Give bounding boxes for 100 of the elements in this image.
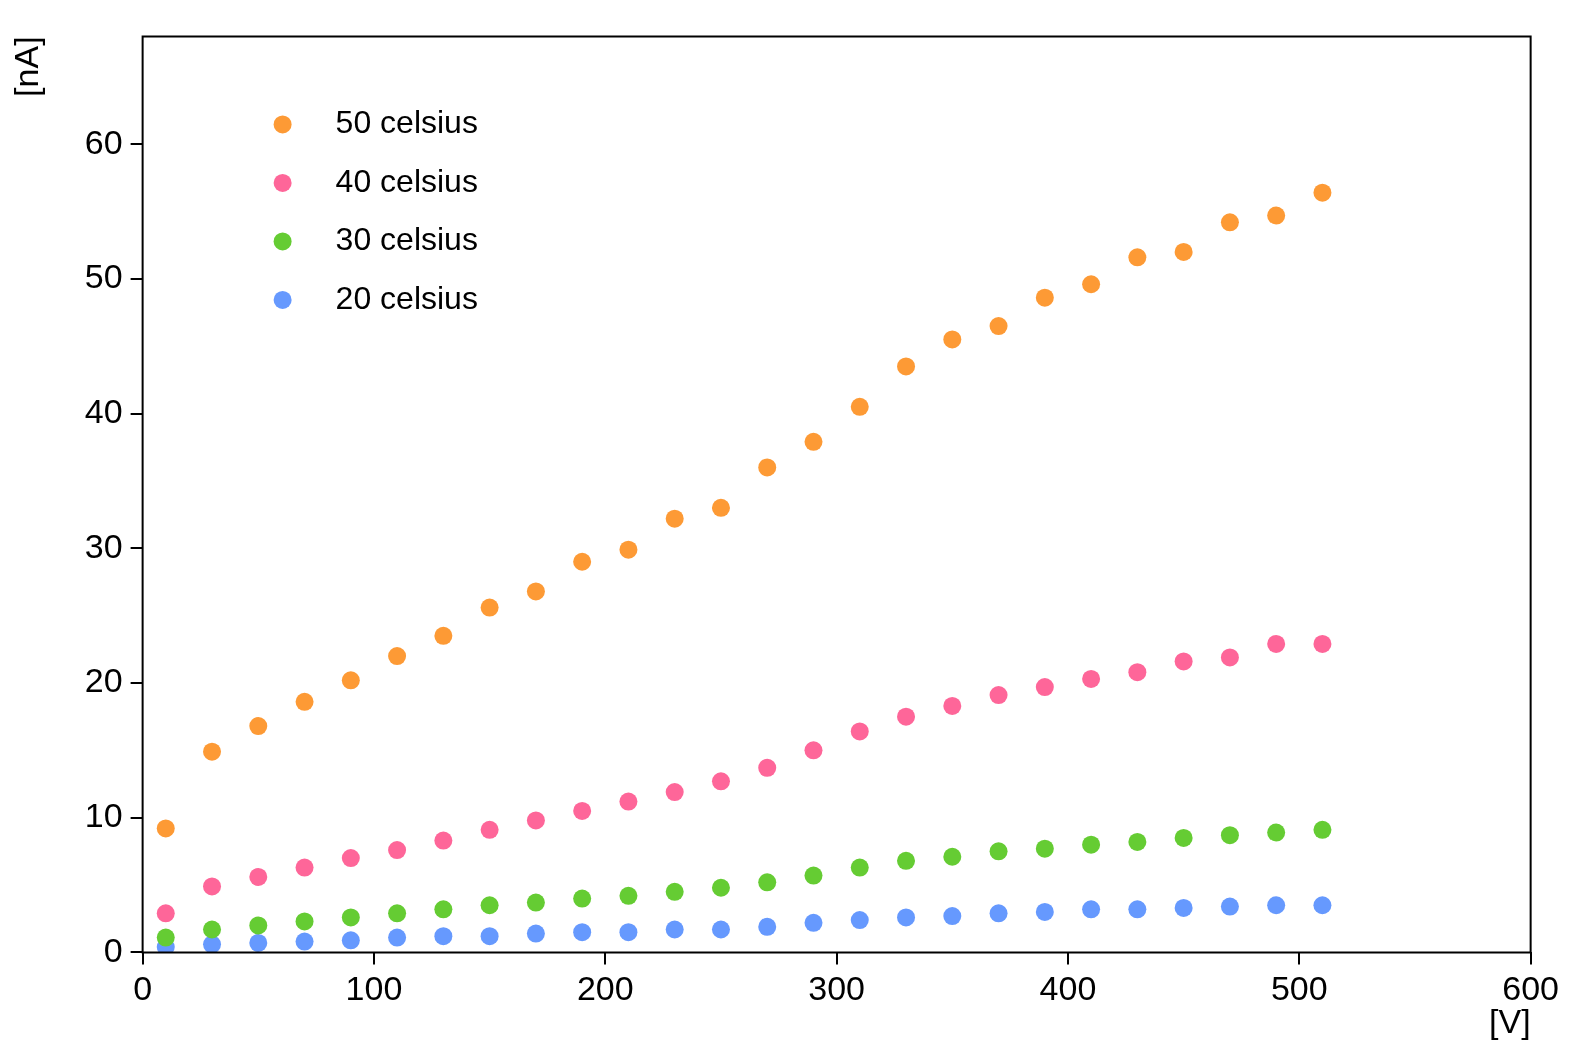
- point: [434, 626, 453, 645]
- point: [341, 908, 360, 927]
- point: [203, 877, 222, 896]
- point: [249, 933, 268, 952]
- point: [295, 692, 314, 711]
- point: [203, 920, 222, 939]
- point: [388, 928, 407, 947]
- point: [1313, 183, 1332, 202]
- point: [804, 432, 823, 451]
- point: [1267, 896, 1286, 915]
- point: [897, 707, 916, 726]
- x-tick-label: 500: [1270, 969, 1328, 1008]
- point: [850, 397, 869, 416]
- point: [1220, 213, 1239, 232]
- point: [619, 886, 638, 905]
- point: [1313, 820, 1332, 839]
- point: [711, 878, 730, 897]
- point: [1174, 652, 1193, 671]
- point: [758, 917, 777, 936]
- point: [1220, 826, 1239, 845]
- legend-label: 30 celsius: [335, 221, 478, 258]
- point: [1174, 242, 1193, 261]
- point: [989, 904, 1008, 923]
- point: [156, 904, 175, 923]
- point: [1035, 288, 1054, 307]
- point: [1082, 275, 1101, 294]
- point: [711, 920, 730, 939]
- point: [526, 893, 545, 912]
- point: [156, 819, 175, 838]
- point: [295, 932, 314, 951]
- x-tick-label: 100: [345, 969, 403, 1008]
- y-tick-label: 10: [84, 796, 123, 835]
- point: [943, 847, 962, 866]
- point: [804, 866, 823, 885]
- legend-label: 40 celsius: [335, 162, 478, 199]
- point: [573, 801, 592, 820]
- point: [526, 582, 545, 601]
- point: [758, 458, 777, 477]
- point: [1035, 678, 1054, 697]
- point: [249, 916, 268, 935]
- point: [249, 717, 268, 736]
- point: [943, 330, 962, 349]
- point: [1128, 663, 1147, 682]
- point: [897, 908, 916, 927]
- point: [804, 741, 823, 760]
- point: [341, 849, 360, 868]
- point: [480, 598, 499, 617]
- point: [1082, 900, 1101, 919]
- point: [295, 858, 314, 877]
- point: [480, 927, 499, 946]
- point: [1174, 898, 1193, 917]
- point: [341, 671, 360, 690]
- point: [1174, 828, 1193, 847]
- x-tick-label: 300: [808, 969, 865, 1008]
- y-tick-label: 40: [84, 391, 123, 430]
- point: [711, 498, 730, 517]
- point: [619, 792, 638, 811]
- point: [1313, 896, 1332, 915]
- point: [573, 889, 592, 908]
- point: [989, 317, 1008, 336]
- point: [1082, 835, 1101, 854]
- point: [758, 873, 777, 892]
- point: [711, 772, 730, 791]
- point: [480, 896, 499, 915]
- x-tick-label: 400: [1039, 969, 1097, 1008]
- point: [341, 931, 360, 950]
- point: [665, 882, 684, 901]
- x-tick-label: 0: [133, 969, 153, 1008]
- point: [758, 758, 777, 777]
- point: [989, 842, 1008, 861]
- legend-label: 20 celsius: [335, 279, 478, 316]
- point: [804, 913, 823, 932]
- point: [1267, 634, 1286, 653]
- y-axis-title: [nA]: [6, 36, 45, 97]
- point: [573, 552, 592, 571]
- point: [897, 851, 916, 870]
- point: [619, 923, 638, 942]
- point: [1035, 902, 1054, 921]
- point: [1220, 648, 1239, 667]
- point: [1313, 634, 1332, 653]
- point: [1128, 248, 1147, 267]
- y-tick-label: 30: [84, 526, 123, 565]
- point: [665, 509, 684, 528]
- point: [1267, 823, 1286, 842]
- point: [943, 907, 962, 926]
- point: [897, 357, 916, 376]
- point: [388, 647, 407, 666]
- point: [388, 904, 407, 923]
- y-tick-label: 0: [103, 930, 123, 969]
- point: [480, 820, 499, 839]
- point: [1035, 839, 1054, 858]
- y-tick-label: 20: [84, 661, 123, 700]
- point: [295, 912, 314, 931]
- point: [526, 811, 545, 830]
- point: [434, 900, 453, 919]
- point: [1128, 900, 1147, 919]
- point: [1220, 897, 1239, 916]
- y-tick-label: 60: [84, 122, 123, 161]
- point: [156, 928, 175, 947]
- point: [665, 783, 684, 802]
